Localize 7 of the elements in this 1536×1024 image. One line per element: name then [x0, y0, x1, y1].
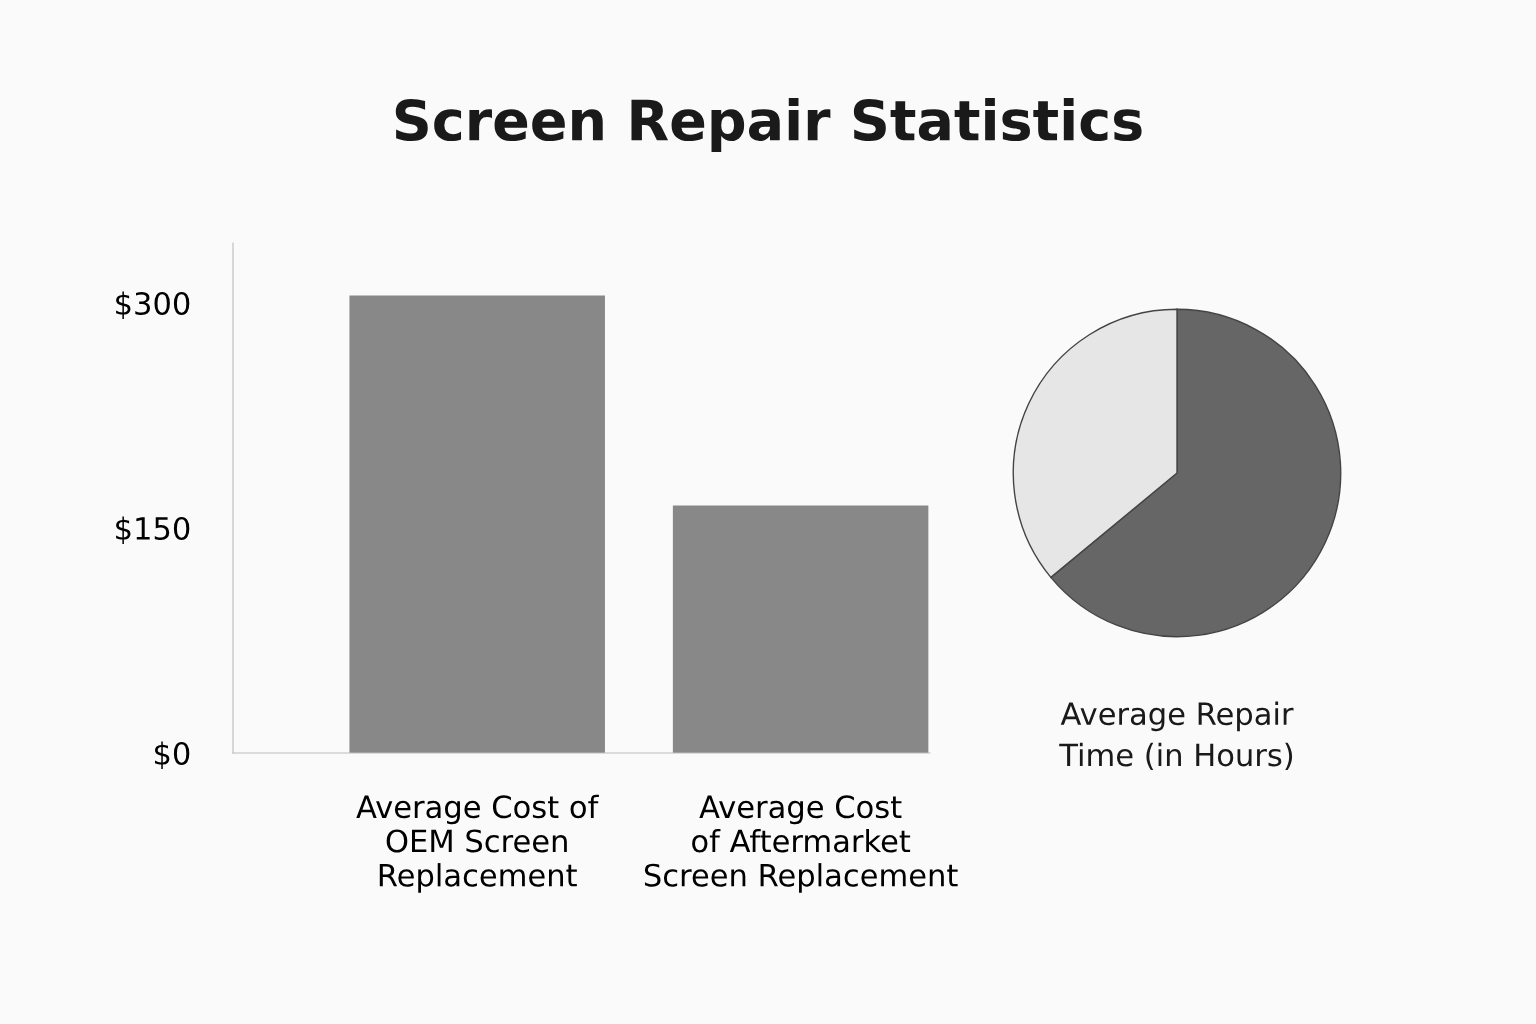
y-tick-label: $0: [154, 741, 190, 770]
y-tick-label: $150: [116, 516, 190, 545]
chart-title: Screen Repair Statistics: [395, 98, 1142, 152]
x-tick-label: Average Cost of OEM Screen Replacement: [356, 794, 599, 893]
text: Average Repair Time (in Hours): [1059, 701, 1294, 771]
y-tick-label: $300: [116, 291, 190, 320]
x-tick-label: Average Cost of Aftermarket Screen Replacement: [644, 795, 958, 893]
